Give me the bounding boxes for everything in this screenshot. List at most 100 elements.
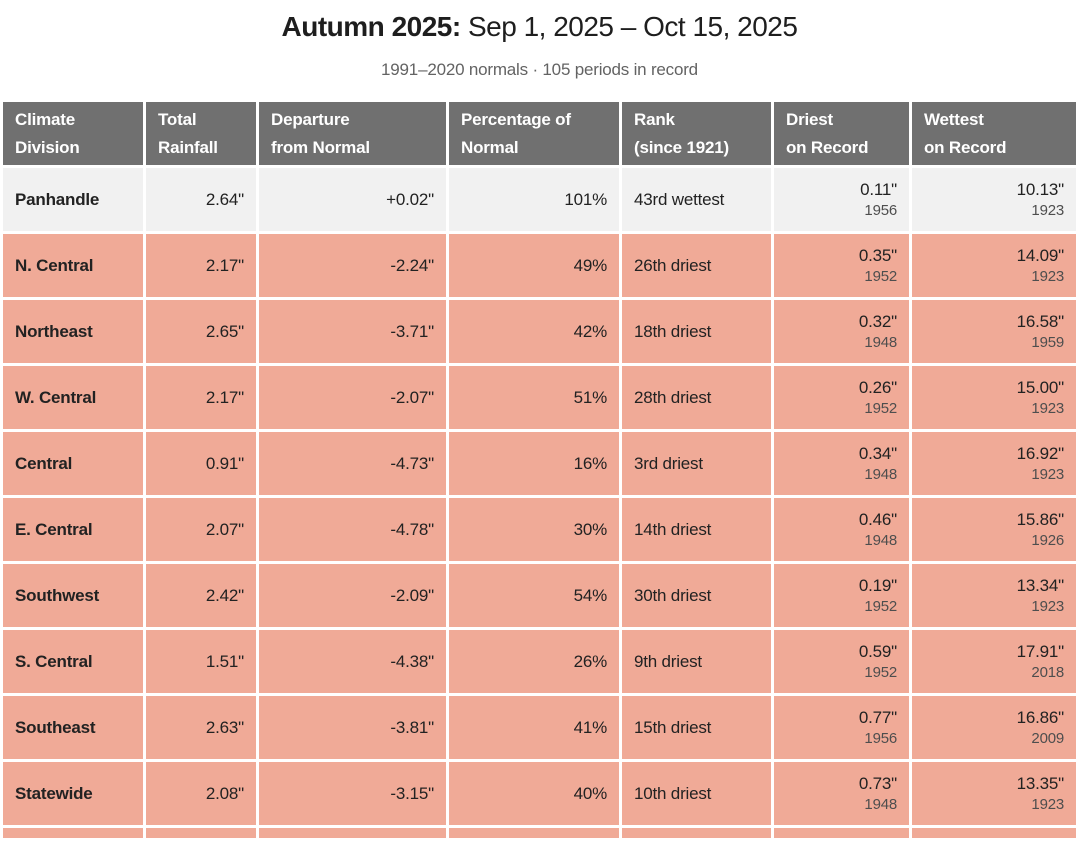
cell-percentage-of-normal: 26%	[449, 630, 619, 693]
wettest-year: 2009	[1031, 729, 1064, 747]
header-cell-wettest-on-record: Wettest on Record	[912, 102, 1076, 165]
driest-year: 1952	[864, 663, 897, 681]
cell-total-rainfall: 1.51"	[146, 630, 256, 693]
driest-value: 0.34"	[858, 443, 897, 463]
header-label-line2: (since 1921)	[634, 137, 729, 157]
cell-wettest-on-record: 17.91" 2018	[912, 630, 1076, 693]
cell-rank: 26th driest	[622, 234, 771, 297]
driest-value: 0.11"	[860, 179, 897, 199]
page-subtitle: 1991–2020 normals · 105 periods in recor…	[381, 60, 698, 79]
cell-climate-division: Northeast	[3, 300, 143, 363]
cell-rank: 15th driest	[622, 696, 771, 759]
wettest-value: 14.09"	[1016, 245, 1065, 265]
cell-climate-division: S. Central	[3, 630, 143, 693]
cell-total-rainfall: 2.65"	[146, 300, 256, 363]
table-row: W. Central 2.17" -2.07" 51% 28th driest 0.26"…	[3, 366, 1076, 429]
driest-year: 1948	[864, 333, 897, 351]
cell-driest-on-record: 0.46" 1948	[774, 498, 909, 561]
cell-wettest-on-record: 16.86" 2009	[912, 696, 1076, 759]
driest-year: 1948	[864, 465, 897, 483]
cell-percentage-of-normal: 51%	[449, 366, 619, 429]
wettest-year: 1923	[1031, 465, 1064, 483]
header-label-line1: Wettest	[924, 109, 984, 129]
header-label-line1: Percentage of	[461, 109, 571, 129]
header-label-line2: Normal	[461, 137, 519, 157]
cell-rank: 18th driest	[622, 300, 771, 363]
table-row-partial	[3, 828, 1076, 838]
header-label-line1: Rank	[634, 109, 675, 129]
driest-value: 0.35"	[858, 245, 897, 265]
cell-driest-on-record: 0.77" 1956	[774, 696, 909, 759]
table-row: Northeast 2.65" -3.71" 42% 18th driest 0.32" 1…	[3, 300, 1076, 363]
driest-value: 0.77"	[858, 707, 897, 727]
cell-climate-division: Southwest	[3, 564, 143, 627]
cell-driest-on-record: 0.19" 1952	[774, 564, 909, 627]
wettest-value: 17.91"	[1016, 641, 1065, 661]
wettest-year: 2018	[1031, 663, 1064, 681]
cell-departure-from-normal: -3.71"	[259, 300, 446, 363]
header-cell-departure-from-normal: Departure from Normal	[259, 102, 446, 165]
cell-climate-division: Southeast	[3, 696, 143, 759]
wettest-year: 1923	[1031, 399, 1064, 417]
header-label-line2: on Record	[786, 137, 869, 157]
driest-year: 1952	[864, 267, 897, 285]
driest-value: 0.19"	[858, 575, 897, 595]
header-cell-climate-division: Climate Division	[3, 102, 143, 165]
cell-percentage-of-normal: 41%	[449, 696, 619, 759]
wettest-year: 1926	[1031, 531, 1064, 549]
wettest-year: 1923	[1031, 267, 1064, 285]
partial-cell	[449, 828, 619, 838]
cell-departure-from-normal: +0.02"	[259, 168, 446, 231]
cell-total-rainfall: 2.63"	[146, 696, 256, 759]
header-label-line1: Driest	[786, 109, 833, 129]
driest-value: 0.26"	[858, 377, 897, 397]
driest-value: 0.73"	[858, 773, 897, 793]
cell-percentage-of-normal: 49%	[449, 234, 619, 297]
header-cell-total-rainfall: Total Rainfall	[146, 102, 256, 165]
cell-wettest-on-record: 15.86" 1926	[912, 498, 1076, 561]
cell-departure-from-normal: -2.24"	[259, 234, 446, 297]
partial-cell	[146, 828, 256, 838]
driest-year: 1952	[864, 597, 897, 615]
cell-rank: 14th driest	[622, 498, 771, 561]
driest-year: 1948	[864, 795, 897, 813]
cell-total-rainfall: 2.08"	[146, 762, 256, 825]
cell-total-rainfall: 2.64"	[146, 168, 256, 231]
table-row: Statewide 2.08" -3.15" 40% 10th driest 0.73" 1…	[3, 762, 1076, 825]
cell-climate-division: Statewide	[3, 762, 143, 825]
cell-rank: 10th driest	[622, 762, 771, 825]
header-label-line2: from Normal	[271, 137, 370, 157]
cell-wettest-on-record: 13.34" 1923	[912, 564, 1076, 627]
header-cell-rank-since-1921: Rank (since 1921)	[622, 102, 771, 165]
partial-cell	[912, 828, 1076, 838]
wettest-value: 16.86"	[1016, 707, 1065, 727]
partial-cell	[774, 828, 909, 838]
cell-percentage-of-normal: 101%	[449, 168, 619, 231]
driest-value: 0.46"	[858, 509, 897, 529]
wettest-year: 1959	[1031, 333, 1064, 351]
wettest-value: 10.13"	[1016, 179, 1065, 199]
cell-total-rainfall: 2.17"	[146, 366, 256, 429]
partial-cell	[3, 828, 143, 838]
wettest-year: 1923	[1031, 597, 1064, 615]
cell-departure-from-normal: -4.78"	[259, 498, 446, 561]
cell-total-rainfall: 2.07"	[146, 498, 256, 561]
cell-percentage-of-normal: 54%	[449, 564, 619, 627]
cell-driest-on-record: 0.32" 1948	[774, 300, 909, 363]
page-title-dates: Sep 1, 2025 – Oct 15, 2025	[460, 11, 798, 42]
driest-value: 0.32"	[858, 311, 897, 331]
cell-percentage-of-normal: 16%	[449, 432, 619, 495]
cell-departure-from-normal: -2.09"	[259, 564, 446, 627]
cell-rank: 28th driest	[622, 366, 771, 429]
table-row: N. Central 2.17" -2.24" 49% 26th driest 0.35"…	[3, 234, 1076, 297]
cell-wettest-on-record: 14.09" 1923	[912, 234, 1076, 297]
driest-year: 1952	[864, 399, 897, 417]
cell-total-rainfall: 2.17"	[146, 234, 256, 297]
cell-driest-on-record: 0.11" 1956	[774, 168, 909, 231]
cell-climate-division: E. Central	[3, 498, 143, 561]
cell-climate-division: Central	[3, 432, 143, 495]
cell-wettest-on-record: 16.92" 1923	[912, 432, 1076, 495]
header-cell-percentage-of-normal: Percentage of Normal	[449, 102, 619, 165]
cell-driest-on-record: 0.35" 1952	[774, 234, 909, 297]
cell-departure-from-normal: -2.07"	[259, 366, 446, 429]
